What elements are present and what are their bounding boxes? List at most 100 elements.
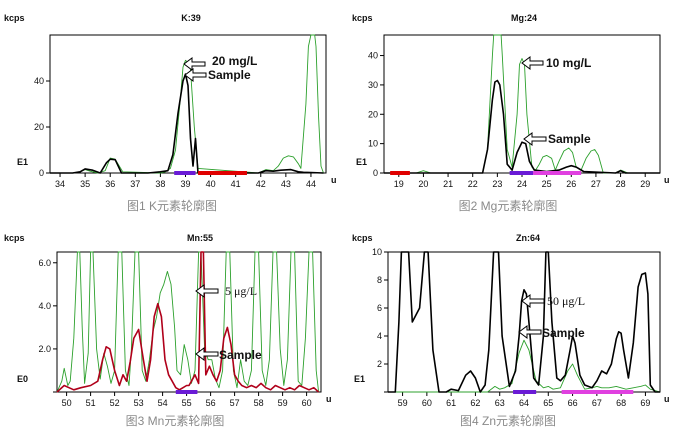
zn-unit-label: kcps	[352, 233, 373, 243]
zn-xtick-label: 65	[543, 398, 553, 408]
mg-caption: 图2 Mg元素轮廓图	[459, 198, 558, 213]
zn-ytick-label: 8	[377, 275, 382, 285]
zn-ytick-label: 4	[377, 331, 382, 341]
zn-xtick-label: 62	[470, 398, 480, 408]
mn-ytick-label: 2.0	[38, 344, 51, 354]
mg-xtick-label: 28	[616, 179, 626, 189]
k-ytick-label: 0	[39, 168, 44, 178]
mg-sample-label: Sample	[548, 132, 591, 146]
mg-xtick-label: 27	[591, 179, 601, 189]
k-conc-label: 20 mg/L	[212, 54, 257, 68]
zn-conc-arrow	[521, 294, 545, 308]
mn-xtick-label: 53	[134, 398, 144, 408]
zn-xtick-label: 59	[398, 398, 408, 408]
mn-range-marker	[175, 390, 198, 394]
mn-xtick-label: 60	[302, 398, 312, 408]
mg-axis-tag: E1	[356, 157, 367, 167]
mn-markers	[175, 390, 198, 394]
mg-range-marker	[390, 171, 410, 175]
k-range-marker	[198, 171, 247, 175]
mg-xtick-label: 24	[517, 179, 527, 189]
zn-series-standard-line	[388, 339, 661, 393]
mg-series-standard-line	[384, 34, 660, 174]
mg-range-marker	[533, 171, 582, 175]
k-conc-arrow	[183, 57, 206, 71]
k-plot-frame	[49, 34, 327, 174]
mg-unit-label: kcps	[352, 13, 373, 23]
k-axis-tag: E1	[17, 157, 28, 167]
mg-series-sample-line	[384, 79, 660, 174]
mn-caption: 图3 Mn元素轮廓图	[126, 413, 225, 428]
mg-y-ticks: 0 10 20 30 40	[368, 51, 384, 178]
zn-axis-tag: E1	[354, 374, 365, 384]
mn-xtick-label: 58	[254, 398, 264, 408]
zn-sample-label: Sample	[542, 326, 585, 340]
mn-conc-arrow	[195, 284, 219, 298]
zn-xtick-label: 68	[616, 398, 626, 408]
mn-series-standard-line	[56, 251, 320, 393]
k-ytick-label: 40	[34, 76, 44, 86]
k-xtick-label: 37	[130, 179, 140, 189]
mg-sample-arrow	[523, 132, 547, 146]
mg-xtick-label: 20	[418, 179, 428, 189]
zn-series	[388, 251, 661, 393]
k-xtick-label: 41	[231, 179, 241, 189]
k-xtick-label: 40	[206, 179, 216, 189]
k-xtick-label: 39	[180, 179, 190, 189]
mg-x-ticks: 19 20 21 22 23 24 25 26 27 28 29	[394, 173, 650, 189]
mn-conc-label: 5 μg/L	[225, 284, 257, 298]
mn-x-ticks: 50 51 52 53 54 55 56 57 58 59 60	[62, 392, 312, 408]
mg-ytick-label: 0	[373, 168, 378, 178]
zn-conc-label: 50 μg/L	[547, 294, 585, 308]
k-xtick-label: 44	[306, 179, 316, 189]
zn-markers	[513, 390, 634, 394]
zn-xtick-label: 64	[519, 398, 529, 408]
mn-xtick-label: 50	[62, 398, 72, 408]
mg-markers	[390, 171, 582, 175]
mn-series-sample-line	[56, 251, 320, 393]
zn-x-ticks: 59 60 61 62 63 64 65 66 67 68 69	[398, 392, 650, 408]
mg-xtick-label: 19	[394, 179, 404, 189]
zn-ytick-label: 2	[377, 359, 382, 369]
k-series-sample-line	[50, 73, 324, 174]
mn-ytick-label: 4.0	[38, 301, 51, 311]
panel-mg: kcps Mg:24 E1 0 10 20 30 40 19 20 21 22 23 24 25 26…	[352, 13, 670, 213]
mn-ytick-label: 6.0	[38, 258, 51, 268]
zn-xtick-label: 66	[568, 398, 578, 408]
k-xtick-label: 38	[155, 179, 165, 189]
zn-caption: 图4 Zn元素轮廓图	[460, 413, 556, 428]
zn-xtick-label: 61	[446, 398, 456, 408]
mg-conc-label: 10 mg/L	[546, 56, 591, 70]
zn-xtick-label: 69	[640, 398, 650, 408]
k-x-unit: u	[331, 175, 337, 185]
mg-xtick-label: 26	[566, 179, 576, 189]
mn-chart-title: Mn:55	[187, 233, 213, 243]
mg-xtick-label: 29	[640, 179, 650, 189]
mg-xtick-label: 21	[443, 179, 453, 189]
zn-y-ticks: 2 4 6 8 10	[372, 247, 388, 393]
mn-axis-tag: E0	[17, 374, 28, 384]
zn-ytick-label: 10	[372, 247, 382, 257]
k-markers	[174, 171, 247, 175]
zn-range-marker	[513, 390, 537, 394]
k-xtick-label: 43	[281, 179, 291, 189]
mn-xtick-label: 59	[278, 398, 288, 408]
mg-chart-title: Mg:24	[511, 13, 537, 23]
k-xtick-label: 35	[80, 179, 90, 189]
mn-unit-label: kcps	[4, 233, 25, 243]
k-ytick-label: 20	[34, 122, 44, 132]
mg-xtick-label: 22	[468, 179, 478, 189]
mg-range-marker	[509, 171, 534, 175]
k-sample-label: Sample	[208, 68, 251, 82]
zn-sample-arrow	[518, 325, 542, 339]
mn-y-ticks: 2.0 4.0 6.0	[38, 258, 57, 393]
zn-series-sample-line	[388, 251, 660, 393]
mn-xtick-label: 56	[206, 398, 216, 408]
mg-ytick-label: 10	[368, 139, 378, 149]
mn-xtick-label: 54	[158, 398, 168, 408]
panel-k: kcps K:39 E1 0 20 40 34 35 36 37 38 39 40 41 42 43 4…	[4, 13, 337, 213]
zn-xtick-label: 67	[592, 398, 602, 408]
zn-chart-title: Zn:64	[516, 233, 540, 243]
k-caption: 图1 K元素轮廓图	[127, 198, 217, 213]
